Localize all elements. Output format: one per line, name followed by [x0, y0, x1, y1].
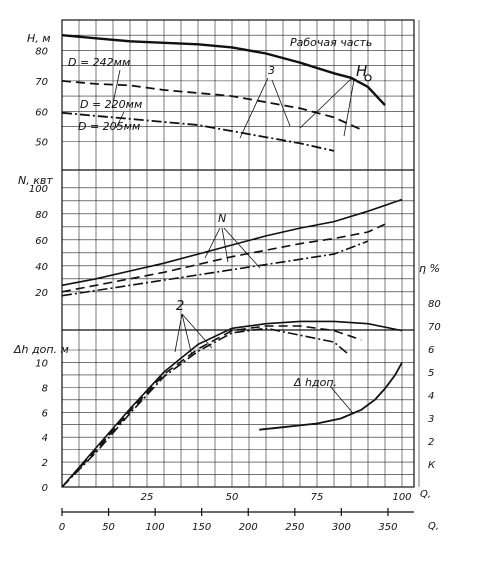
primary-x-tick-label: 100 — [392, 492, 411, 503]
leader-line — [181, 313, 193, 357]
efficiency-curve — [61, 327, 349, 488]
npsh-tick-label: 4 — [42, 433, 48, 444]
primary-x-tick-label: 75 — [311, 492, 324, 503]
plot-frame — [61, 19, 415, 488]
leader-line — [174, 313, 183, 353]
secondary-x-tick-label: 0 — [59, 522, 65, 533]
efficiency-tick-label: 4 — [428, 391, 434, 402]
power-tick-label: 80 — [35, 210, 48, 221]
efficiency-tick-label: 6 — [428, 345, 434, 356]
leader-line — [299, 77, 353, 129]
power-tick-label: 40 — [35, 262, 48, 273]
leader-line — [181, 313, 213, 349]
series-label-d220: D = 220мм — [80, 98, 142, 111]
power-tick-label: 20 — [35, 288, 48, 299]
efficiency-tick-label: 2 — [428, 437, 434, 448]
efficiency-tick-label: К — [428, 460, 436, 471]
npsh-curve — [259, 362, 403, 431]
secondary-x-tick-label: 350 — [378, 522, 397, 533]
head-tick-label: 50 — [35, 138, 48, 149]
efficiency-axis-label: η % — [419, 262, 440, 275]
efficiency-tick-label: 80 — [428, 299, 441, 310]
leader-line — [221, 227, 229, 263]
head-curve — [61, 111, 335, 152]
x-axis-label-primary: Q, — [420, 489, 431, 500]
leader-line — [343, 79, 355, 137]
efficiency-tick-label: 70 — [428, 322, 441, 333]
primary-x-tick-label: 50 — [226, 492, 239, 503]
power-tick-label: 60 — [35, 236, 48, 247]
head-curve — [61, 80, 362, 131]
series-label-d205: D = 205мм — [78, 120, 140, 133]
efficiency-tick-label: 5 — [428, 368, 434, 379]
curves — [61, 34, 403, 488]
power-tick-label: 100 — [29, 184, 48, 195]
secondary-x-tick-label: 200 — [239, 522, 258, 533]
power-curves-label: N — [218, 212, 226, 225]
secondary-x-tick-label: 50 — [102, 522, 115, 533]
secondary-x-tick-label: 100 — [146, 522, 165, 533]
leader-line — [115, 111, 125, 129]
curve-label-3: 3 — [268, 64, 275, 77]
head-tick-label: 70 — [35, 77, 48, 88]
power-curve — [61, 240, 369, 297]
leader-line — [111, 69, 121, 109]
head-axis-label: H, м — [27, 32, 51, 45]
leader-line — [271, 79, 291, 127]
head-curve — [61, 34, 386, 107]
head-tick-label: 80 — [35, 46, 48, 57]
labels: H, м N, квт Δh доп. м Рабочая часть D = … — [13, 32, 440, 532]
head-tick-label: 60 — [35, 107, 48, 118]
x-axis-label-secondary: Q, — [428, 521, 439, 532]
primary-x-tick-label: 25 — [141, 492, 154, 503]
secondary-x-tick-label: 150 — [192, 522, 211, 533]
npsh-tick-label: 2 — [42, 458, 48, 469]
efficiency-curve — [61, 325, 362, 488]
npsh-curve-label: Δ hдоп. — [293, 376, 337, 389]
efficiency-tick-label: 3 — [428, 414, 434, 425]
leader-line — [223, 227, 261, 269]
npsh-axis-label: Δh доп. м — [13, 343, 69, 356]
npsh-tick-label: 8 — [42, 383, 48, 394]
efficiency-curves-label: 2 — [176, 299, 184, 314]
power-curve — [61, 223, 386, 293]
operating-point-marker — [364, 74, 372, 82]
npsh-tick-label: 10 — [35, 358, 48, 369]
power-curve — [61, 198, 403, 287]
npsh-tick-label: 6 — [42, 408, 48, 419]
efficiency-curve — [61, 320, 403, 488]
region-label: Рабочая часть — [290, 36, 372, 49]
leader-line — [329, 385, 353, 413]
secondary-x-tick-label: 300 — [332, 522, 351, 533]
npsh-tick-label: 0 — [42, 483, 48, 494]
head-curves-label: H — [356, 62, 367, 80]
series-label-d242: D = 242мм — [68, 56, 130, 69]
leader-line — [239, 77, 269, 139]
leader-line — [204, 227, 221, 259]
power-axis-label: N, квт — [18, 174, 53, 187]
secondary-x-tick-label: 250 — [285, 522, 304, 533]
